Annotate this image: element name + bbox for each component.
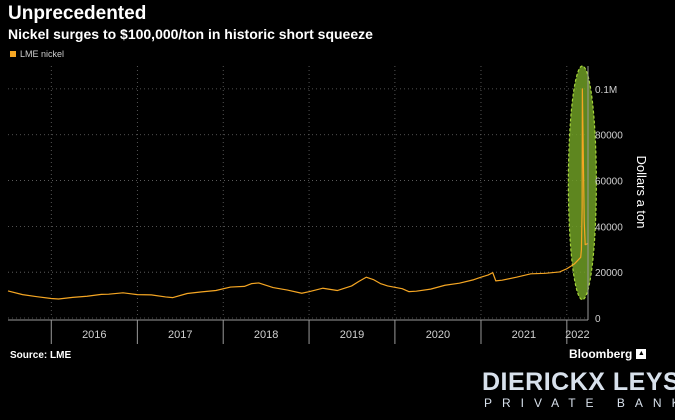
- axes: 0 20000 40000 60000 80000 0.1M 2016 2017 2018 201…: [8, 66, 649, 344]
- bloomberg-label: Bloomberg: [569, 347, 633, 361]
- legend-label: LME nickel: [20, 49, 65, 59]
- y-tick-label: 20000: [595, 268, 623, 279]
- x-tick-label: 2017: [168, 329, 192, 341]
- series: [7, 88, 589, 300]
- grid: [8, 66, 588, 319]
- x-tick-label: 2016: [82, 329, 106, 341]
- x-tick-label: 2021: [512, 329, 536, 341]
- chart-legend: LME nickel: [10, 49, 64, 59]
- series-line-lme-nickel: [7, 88, 589, 300]
- x-tick-label: 2018: [254, 329, 278, 341]
- x-tick-label: 2020: [426, 329, 450, 341]
- bloomberg-logo-icon: ▲: [636, 349, 647, 359]
- bloomberg-brand: Bloomberg ▲: [569, 347, 647, 361]
- y-tick-label: 60000: [595, 177, 623, 188]
- chart-title: Unprecedented: [8, 3, 147, 24]
- x-tick-label: 2022: [565, 329, 589, 341]
- y-tick-label: 80000: [595, 131, 623, 142]
- watermark-name: DIERICKX LEYS: [482, 368, 675, 396]
- y-tick-label: 40000: [595, 222, 623, 233]
- source-note: Source: LME: [10, 350, 72, 361]
- x-tick-label: 2019: [340, 329, 364, 341]
- chart-svg: 0 20000 40000 60000 80000 0.1M 2016 2017 2018 201…: [7, 65, 649, 344]
- chart-subtitle: Nickel surges to $100,000/ton in histori…: [8, 26, 373, 42]
- y-tick-label: 0: [595, 314, 601, 325]
- legend-swatch: [10, 51, 16, 57]
- watermark-subtitle: PRIVATE BANK: [484, 396, 675, 410]
- y-axis-title: Dollars a ton: [634, 156, 649, 229]
- y-tick-label: 0.1M: [595, 85, 617, 96]
